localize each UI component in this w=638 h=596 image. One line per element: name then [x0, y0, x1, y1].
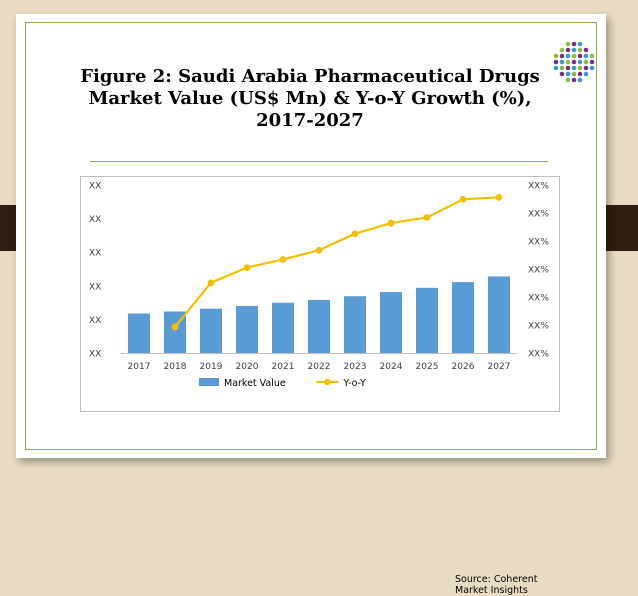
logo-dot	[571, 53, 577, 59]
logo-dot	[583, 53, 589, 59]
slide-title: Figure 2: Saudi Arabia Pharmaceutical Dr…	[45, 66, 575, 132]
right-axis-tick-label: XX%	[528, 294, 549, 304]
logo-dot	[577, 59, 583, 65]
legend-line-marker	[324, 378, 331, 386]
x-tick-label: 2025	[416, 362, 439, 372]
company-logo-icon	[553, 41, 595, 83]
legend-label: Y-o-Y	[342, 378, 366, 389]
logo-dot	[583, 59, 589, 65]
x-tick-label: 2027	[488, 362, 511, 372]
logo-dot	[577, 41, 583, 47]
x-tick-label: 2026	[452, 362, 475, 372]
yoy-point	[495, 193, 503, 201]
title-line-1: Figure 2: Saudi Arabia Pharmaceutical Dr…	[80, 66, 540, 87]
bar-market-value	[452, 282, 474, 353]
x-tick-label: 2021	[272, 362, 295, 372]
bar-market-value	[488, 276, 510, 353]
logo-dot	[565, 65, 571, 71]
logo-dot	[583, 71, 589, 77]
bar-market-value	[308, 299, 330, 353]
yoy-point	[351, 230, 359, 238]
title-divider	[90, 161, 548, 162]
logo-dot	[565, 53, 571, 59]
bar-market-value	[272, 302, 294, 353]
logo-dot	[571, 59, 577, 65]
logo-dot	[553, 53, 559, 59]
title-line-3: 2017-2027	[256, 110, 364, 131]
logo-dot	[577, 71, 583, 77]
right-axis-tick-label: XX%	[528, 350, 549, 360]
right-axis-tick-label: XX%	[528, 238, 549, 248]
x-tick-label: 2024	[380, 362, 403, 372]
x-tick-label: 2023	[344, 362, 367, 372]
left-axis-tick-label: XX	[89, 215, 101, 225]
bar-market-value	[416, 287, 438, 353]
logo-dot	[571, 41, 577, 47]
left-axis-tick-label: XX	[89, 182, 101, 192]
yoy-point	[171, 323, 179, 331]
logo-dot	[565, 59, 571, 65]
yoy-point	[423, 214, 431, 221]
legend-label: Market Value	[224, 378, 286, 389]
left-axis-tick-label: XX	[89, 282, 101, 292]
logo-dot	[583, 65, 589, 71]
logo-dot	[565, 71, 571, 77]
logo-dot	[565, 77, 571, 83]
logo-dot	[589, 53, 595, 59]
logo-dot	[571, 65, 577, 71]
logo-dot	[577, 65, 583, 71]
logo-dot	[559, 53, 565, 59]
logo-dot	[571, 71, 577, 77]
logo-dot	[589, 59, 595, 65]
logo-dot	[577, 77, 583, 83]
right-axis-tick-label: XX%	[528, 182, 549, 192]
yoy-point	[243, 264, 251, 271]
left-axis-tick-label: XX	[89, 350, 101, 360]
x-tick-label: 2020	[236, 362, 259, 372]
x-tick-label: 2018	[164, 362, 187, 372]
bar-market-value	[344, 296, 366, 353]
yoy-point	[387, 219, 395, 227]
logo-dot	[565, 41, 571, 47]
chart-container: XX XX XX XX XX XX XX% XX% XX% XX% XX% XX% XX% 2017 201…	[80, 176, 560, 596]
logo-dot	[553, 59, 559, 65]
yoy-point	[459, 195, 467, 203]
slide-frame	[25, 22, 597, 450]
left-axis-tick-label: XX	[89, 249, 101, 259]
logo-dot	[559, 59, 565, 65]
logo-dot	[559, 47, 565, 53]
yoy-growth-line	[174, 196, 500, 328]
right-axis-tick-label: XX%	[528, 266, 549, 276]
logo-dot	[577, 47, 583, 53]
right-axis-tick-label: XX%	[528, 210, 549, 220]
logo-dot	[589, 65, 595, 71]
yoy-point	[279, 256, 287, 263]
x-tick-label: 2022	[308, 362, 331, 372]
logo-dot	[559, 65, 565, 71]
right-axis-tick-label: XX%	[528, 322, 549, 332]
logo-dot	[553, 65, 559, 71]
title-line-2: Market Value (US$ Mn) & Y-o-Y Growth (%)…	[88, 88, 532, 109]
chart-canvas: XX XX XX XX XX XX XX% XX% XX% XX% XX% XX% XX% 2017 201…	[89, 182, 549, 390]
legend-bar-swatch	[199, 378, 219, 386]
left-axis-tick-label: XX	[89, 316, 101, 326]
bar-market-value	[128, 313, 150, 353]
logo-dot	[571, 77, 577, 83]
bar-market-value	[236, 305, 258, 353]
yoy-point	[315, 246, 323, 254]
logo-dot	[565, 47, 571, 53]
logo-dot	[559, 71, 565, 77]
logo-dot	[577, 53, 583, 59]
x-tick-label: 2017	[128, 362, 151, 372]
logo-dot	[571, 47, 577, 53]
x-tick-label: 2019	[200, 362, 223, 372]
logo-dot	[583, 47, 589, 53]
chart-source: Source: Coherent Market Insights	[455, 574, 538, 596]
bar-market-value	[380, 292, 402, 353]
bar-market-value	[200, 308, 222, 353]
yoy-point	[207, 279, 215, 287]
